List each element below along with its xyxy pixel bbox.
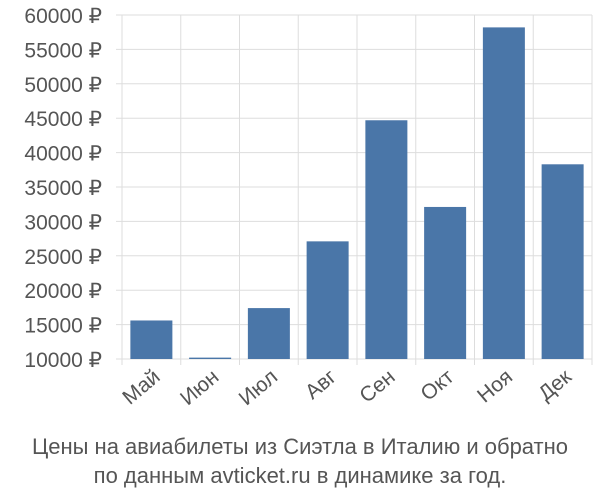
bar-Сен xyxy=(365,120,408,359)
y-tick-label: 10000 ₽ xyxy=(24,349,102,372)
y-tick-label: 20000 ₽ xyxy=(24,280,102,303)
y-tick-label: 30000 ₽ xyxy=(24,211,102,234)
chart-caption-line-2: по данным avticket.ru в динамике за год. xyxy=(93,463,507,488)
x-tick-label: Окт xyxy=(416,365,458,406)
y-axis-ticks: 10000 ₽ 15000 ₽ 20000 ₽ 25000 ₽ 30000 ₽ 35000… xyxy=(24,5,102,372)
x-tick-label: Дек xyxy=(534,365,576,406)
chart-caption-line-1: Цены на авиабилеты из Сиэтла в Италию и … xyxy=(31,434,569,459)
y-tick-label: 55000 ₽ xyxy=(24,39,102,62)
bar-Май xyxy=(130,320,173,359)
bar-Ноя xyxy=(482,27,525,359)
bar-Авг xyxy=(306,241,349,359)
x-tick-label: Авг xyxy=(301,365,341,404)
y-tick-label: 25000 ₽ xyxy=(24,246,102,269)
x-tick-label: Ноя xyxy=(473,365,517,407)
bar-Июн xyxy=(189,357,232,359)
bars xyxy=(130,27,584,359)
bar-chart: 10000 ₽ 15000 ₽ 20000 ₽ 25000 ₽ 30000 ₽ 35000… xyxy=(24,5,593,411)
x-axis-ticks: Май Июн Июл Авг Сен Окт Ноя Дек xyxy=(118,365,576,411)
bar-Дек xyxy=(541,164,584,359)
bar-Июл xyxy=(247,308,290,359)
x-tick-label: Июл xyxy=(235,365,282,410)
grid-layer xyxy=(116,14,593,365)
y-tick-label: 35000 ₽ xyxy=(24,177,102,200)
bar-Окт xyxy=(424,206,467,359)
y-tick-label: 45000 ₽ xyxy=(24,108,102,131)
y-tick-label: 60000 ₽ xyxy=(24,5,102,28)
y-tick-label: 50000 ₽ xyxy=(24,74,102,97)
y-tick-label: 40000 ₽ xyxy=(24,143,102,166)
x-tick-label: Июн xyxy=(176,365,223,410)
y-tick-label: 15000 ₽ xyxy=(24,315,102,338)
x-tick-label: Сен xyxy=(355,365,399,407)
x-tick-label: Май xyxy=(118,365,164,409)
